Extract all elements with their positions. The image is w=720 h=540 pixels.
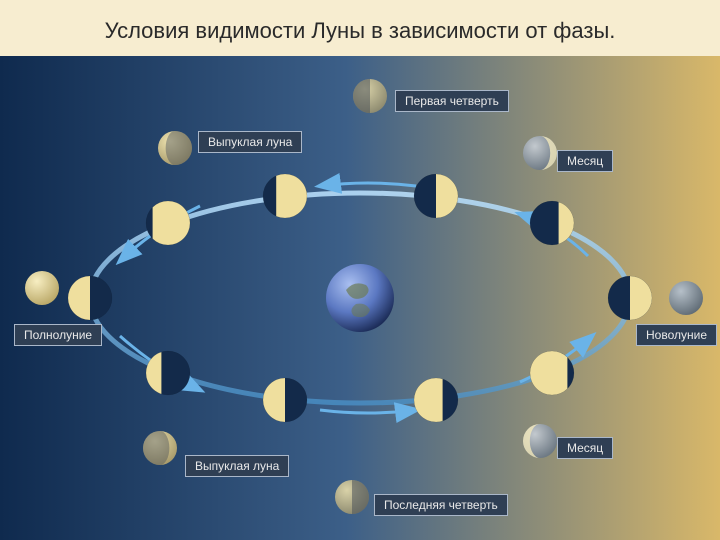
outer-waning-gibbous [143,431,177,465]
phase-label-0: Первая четверть [395,90,509,112]
inner-phase-waxing-gibbous2 [146,201,190,245]
inner-phase-waxing-gibbous [263,174,307,218]
phase-label-7: Полнолуние [14,324,102,346]
phase-label-3: Новолуние [636,324,717,346]
outer-last-quarter [335,480,369,514]
inner-phase-waxing-crescent [530,201,574,245]
outer-full [25,271,59,305]
outer-waxing-cresc [523,136,557,170]
outer-new [669,281,703,315]
phase-label-5: Последняя четверть [374,494,508,516]
outer-waning-cresc [523,424,557,458]
phase-label-4: Месяц [557,437,613,459]
outer-waxing-gibbous [158,131,192,165]
outer-first-quarter [353,79,387,113]
phase-label-1: Выпуклая луна [198,131,302,153]
inner-phase-last-quarter [414,378,458,422]
inner-phase-new [608,276,652,320]
inner-phase-first-quarter [414,174,458,218]
phase-label-6: Выпуклая луна [185,455,289,477]
inner-phase-waning-crescent [530,351,574,395]
inner-phase-waning-gibbous [146,351,190,395]
inner-phase-waning-gibbous2 [263,378,307,422]
moon-phase-svg [0,56,720,540]
diagram-container: Первая четверть Выпуклая луна Месяц Новолун… [0,56,720,540]
inner-phase-full [68,276,112,320]
page-title: Условия видимости Луны в зависимости от … [0,18,720,44]
phase-label-2: Месяц [557,150,613,172]
